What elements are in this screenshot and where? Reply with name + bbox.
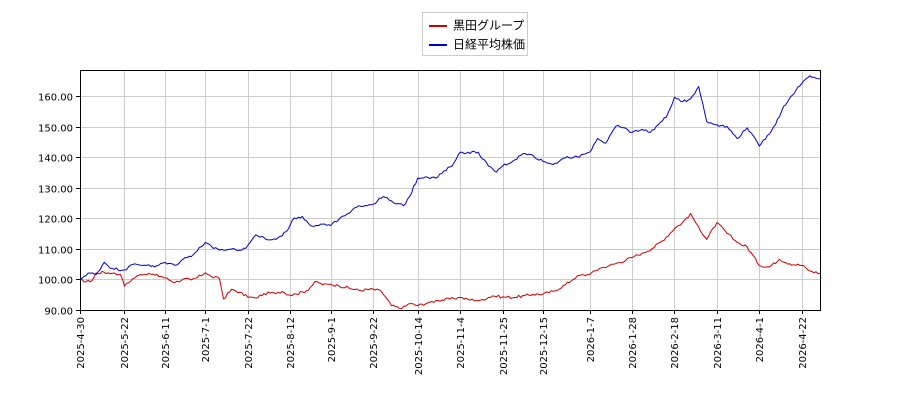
x-tick-label: 2025-7-1: [201, 317, 212, 362]
x-tick-label: 2025-10-14: [414, 317, 425, 375]
x-tick-label: 2026-1-28: [628, 317, 639, 369]
y-tick-label: 140.00: [38, 154, 73, 165]
x-tick-label: 2025-8-12: [286, 317, 297, 369]
x-tick-label: 2026-2-18: [670, 317, 681, 369]
x-tick-label: 2025-6-11: [161, 317, 172, 369]
y-tick-label: 110.00: [38, 246, 73, 257]
x-tick-label: 2026-3-11: [713, 317, 724, 369]
y-tick-label: 160.00: [38, 93, 73, 104]
legend-swatch-nikkei: [429, 43, 447, 46]
y-tick-label: 130.00: [38, 185, 73, 196]
series-line-nikkei-average: [79, 75, 821, 280]
x-tick-label: 2025-12-15: [539, 317, 550, 375]
x-tick-label: 2026-1-7: [586, 317, 597, 362]
x-tick-label: 2026-4-22: [798, 317, 809, 369]
legend: 黒田グループ 日経平均株価: [422, 12, 528, 56]
x-tick-label: 2025-11-4: [456, 317, 467, 369]
plot-area-frame: [80, 70, 821, 311]
y-tick-label: 120.00: [38, 215, 73, 226]
y-tick-label: 90.00: [44, 307, 73, 318]
y-tick-label: 150.00: [38, 124, 73, 135]
legend-label-nikkei: 日経平均株価: [453, 37, 526, 52]
x-tick-label: 2025-9-22: [369, 317, 380, 369]
x-tick-label: 2025-4-30: [76, 317, 87, 369]
grid-lines: [80, 70, 820, 311]
legend-item-nikkei: 日経平均株価: [429, 36, 525, 52]
legend-label-kuroda: 黒田グループ: [453, 18, 525, 33]
x-tick-label: 2026-4-1: [755, 317, 766, 362]
series-layer: [79, 75, 821, 310]
x-tick-label: 2025-7-22: [244, 317, 255, 369]
legend-swatch-kuroda: [429, 24, 447, 27]
y-axis-ticks: 90.00 100.00 110.00 120.00 130.00 140.00 150.0…: [38, 93, 80, 318]
y-tick-label: 100.00: [38, 276, 73, 287]
x-tick-label: 2025-11-25: [499, 317, 510, 375]
legend-item-kuroda: 黒田グループ: [429, 17, 524, 33]
x-axis-ticks: 2025-4-30 2025-5-22 2025-6-11 2025-7-1 2025-…: [76, 310, 809, 375]
series-line-kuroda-group: [79, 212, 821, 310]
x-tick-label: 2025-9-1: [327, 317, 338, 362]
x-tick-label: 2025-5-22: [120, 317, 131, 369]
